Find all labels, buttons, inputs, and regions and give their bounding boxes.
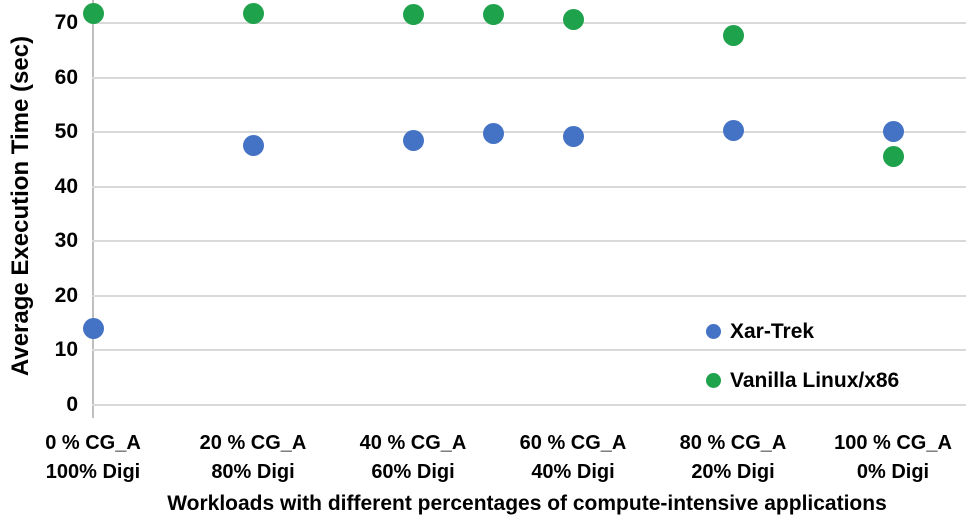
legend-item-xar-trek: Xar-Trek (706, 319, 814, 344)
data-point-vanilla-linux-x86-x80 (722, 24, 744, 46)
legend-item-vanilla-linux: Vanilla Linux/x86 (706, 368, 899, 393)
data-point-xar-trek-x80 (722, 120, 744, 141)
x-tick-line2: 0% Digi (856, 461, 930, 483)
x-tick-line2: 100% Digi (45, 461, 141, 483)
x-tick-line2: 20% Digi (691, 461, 775, 483)
x-tick-line1: 100 % CG_A (834, 432, 952, 454)
legend-label-xar-trek: Xar-Trek (730, 319, 815, 343)
x-tick-label-40: 40 % CG_A 60% Digi (328, 429, 498, 487)
gridline-y-70 (92, 22, 966, 24)
data-point-xar-trek-x20 (242, 135, 264, 157)
data-point-xar-trek-x40 (402, 130, 424, 152)
data-point-vanilla-linux-x86-x40 (402, 4, 424, 26)
x-tick-line1: 20 % CG_A (199, 432, 307, 454)
data-point-xar-trek-x100 (882, 120, 904, 142)
legend-marker-xar-trek (706, 324, 721, 339)
x-tick-line1: 80 % CG_A (679, 432, 787, 454)
legend-marker-vanilla-linux (706, 373, 721, 388)
y-tick-label-30: 30 (54, 229, 78, 253)
data-point-vanilla-linux-x86-x50 (482, 3, 504, 25)
legend-label-vanilla-linux: Vanilla Linux/x86 (730, 368, 900, 392)
x-tick-label-80: 80 % CG_A 20% Digi (648, 429, 818, 487)
data-point-vanilla-linux-x86-x100 (882, 146, 904, 168)
x-tick-label-60: 60 % CG_A 40% Digi (488, 429, 658, 487)
data-point-vanilla-linux-x86-x20 (242, 2, 264, 24)
x-axis-title: Workloads with different percentages of … (167, 492, 887, 515)
y-tick-label-60: 60 (54, 65, 78, 89)
x-tick-line1: 40 % CG_A (359, 432, 467, 454)
gridline-y-60 (92, 76, 966, 79)
y-tick-label-0: 0 (66, 393, 78, 416)
x-tick-label-100: 100 % CG_A 0% Digi (808, 429, 966, 487)
data-point-xar-trek-x50 (482, 122, 504, 144)
y-axis-line (92, 0, 94, 418)
x-tick-line1: 60 % CG_A (519, 432, 627, 454)
data-point-vanilla-linux-x86-x60 (562, 8, 584, 30)
gridline-y-30 (92, 240, 966, 243)
x-tick-line2: 60% Digi (371, 461, 455, 483)
gridline-y-40 (92, 185, 966, 188)
x-tick-label-0: 0 % CG_A 100% Digi (8, 429, 178, 487)
y-tick-label-10: 10 (54, 338, 78, 362)
data-point-vanilla-linux-x86-x0 (82, 2, 104, 24)
y-tick-label-70: 70 (54, 11, 78, 34)
x-tick-line2: 80% Digi (211, 461, 295, 483)
x-tick-label-20: 20 % CG_A 80% Digi (168, 429, 338, 487)
gridline-y-0 (92, 404, 966, 406)
gridline-y-10 (92, 349, 966, 352)
y-axis-title: Average Execution Time (sec) (7, 35, 34, 377)
y-tick-label-50: 50 (54, 120, 78, 144)
gridline-y-20 (92, 294, 966, 297)
data-point-xar-trek-x60 (562, 126, 584, 147)
x-tick-line1: 0 % CG_A (45, 432, 141, 454)
y-tick-label-40: 40 (54, 174, 78, 198)
x-tick-line2: 40% Digi (531, 461, 615, 483)
gridline-y-50 (92, 131, 966, 134)
data-point-xar-trek-x0 (82, 318, 104, 340)
y-tick-label-20: 20 (54, 283, 78, 307)
